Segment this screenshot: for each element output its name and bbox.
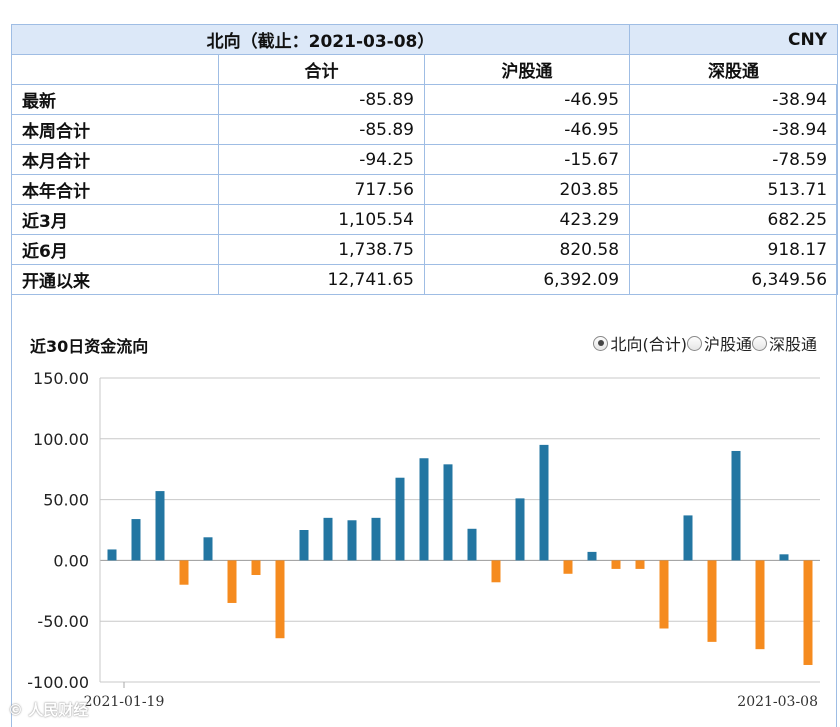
radio-label: 北向(合计)	[610, 335, 687, 354]
column-header-sh: 沪股通	[423, 54, 631, 85]
series-radio-group: 北向(合计) 沪股通 深股通	[593, 331, 817, 355]
table-row: 本月合计 -94.25 -15.67 -78.59	[11, 144, 839, 175]
bar	[467, 528, 477, 561]
cell-sh: -15.67	[423, 144, 631, 175]
bar	[155, 491, 165, 561]
cell-sz: 6,349.56	[629, 264, 839, 295]
cell-sh: 820.58	[423, 234, 631, 265]
bar	[203, 537, 213, 561]
cell-sz: 918.17	[629, 234, 839, 265]
bar	[131, 519, 141, 561]
column-header-row: 合计 沪股通 深股通	[11, 54, 839, 85]
column-header-sz: 深股通	[629, 54, 839, 85]
cell-total: 1,105.54	[218, 204, 425, 235]
table-row: 本周合计 -85.89 -46.95 -38.94	[11, 114, 839, 145]
bar	[635, 560, 645, 569]
bar	[275, 560, 285, 639]
bar	[347, 520, 357, 561]
north-flow-table: 北向（截止：2021-03-08） CNY 合计 沪股通 深股通 最新 -85.…	[10, 24, 839, 295]
radio-sh-connect[interactable]: 沪股通	[686, 331, 752, 355]
row-label: 本周合计	[11, 114, 219, 145]
row-label: 开通以来	[11, 264, 219, 295]
cell-total: 717.56	[218, 174, 425, 205]
fund-flow-bar-chart: 150.00 100.00 50.00 0.00 -50.00 -100.00 2021-0…	[27, 369, 820, 710]
table-row: 本年合计 717.56 203.85 513.71	[11, 174, 839, 205]
y-tick-label: -50.00	[37, 612, 89, 631]
row-label: 本月合计	[11, 144, 219, 175]
radio-unselected-icon[interactable]	[686, 335, 702, 351]
radio-sz-connect[interactable]: 深股通	[751, 331, 817, 355]
cell-sz: -38.94	[629, 84, 839, 115]
cell-sz: 513.71	[629, 174, 839, 205]
column-header-blank	[11, 54, 219, 85]
radio-unselected-icon[interactable]	[751, 335, 767, 351]
bar	[323, 517, 333, 561]
currency-label: CNY	[629, 24, 839, 55]
bar	[179, 560, 189, 585]
table-row: 近3月 1,105.54 423.29 682.25	[11, 204, 839, 235]
bar	[251, 560, 261, 575]
table-row: 近6月 1,738.75 820.58 918.17	[11, 234, 839, 265]
chart-title: 近30日资金流向	[30, 337, 149, 356]
y-tick-label: -100.00	[27, 673, 89, 692]
bar	[803, 560, 813, 665]
cell-sh: -46.95	[423, 84, 631, 115]
cell-total: -85.89	[218, 84, 425, 115]
row-label: 近3月	[11, 204, 219, 235]
bar	[779, 554, 789, 561]
bar	[395, 477, 405, 561]
watermark: © 人民财经	[8, 701, 89, 719]
cell-sz: -38.94	[629, 114, 839, 145]
cell-total: -85.89	[218, 114, 425, 145]
bar	[587, 551, 597, 561]
column-header-total: 合计	[218, 54, 425, 85]
bar	[659, 560, 669, 629]
radio-label: 深股通	[768, 335, 817, 354]
cell-total: 12,741.65	[218, 264, 425, 295]
bar	[227, 560, 237, 603]
table-row: 最新 -85.89 -46.95 -38.94	[11, 84, 839, 115]
bar	[491, 560, 501, 583]
x-start-label: 2021-01-19	[84, 694, 165, 710]
bar	[707, 560, 717, 642]
bar	[683, 515, 693, 561]
cell-sh: 203.85	[423, 174, 631, 205]
bar	[419, 458, 429, 561]
cell-total: -94.25	[218, 144, 425, 175]
x-end-label: 2021-03-08	[737, 694, 818, 710]
bar	[539, 444, 549, 561]
radio-label: 沪股通	[703, 335, 752, 354]
cell-total: 1,738.75	[218, 234, 425, 265]
table-header-row: 北向（截止：2021-03-08） CNY	[10, 24, 839, 55]
y-tick-label: 100.00	[33, 430, 89, 449]
y-tick-label: 50.00	[43, 491, 89, 510]
cell-sz: -78.59	[629, 144, 839, 175]
bar	[515, 498, 525, 561]
row-label: 最新	[11, 84, 219, 115]
cell-sz: 682.25	[629, 204, 839, 235]
bar	[299, 530, 309, 561]
row-label: 本年合计	[11, 174, 219, 205]
table-row: 开通以来 12,741.65 6,392.09 6,349.56	[11, 264, 839, 295]
bar	[443, 464, 453, 561]
radio-selected-icon[interactable]	[593, 335, 609, 351]
bar	[371, 517, 381, 561]
y-tick-label: 150.00	[33, 369, 89, 388]
bar	[107, 549, 117, 561]
table-title: 北向（截止：2021-03-08）	[10, 24, 631, 55]
bar	[755, 560, 765, 650]
cell-sh: 423.29	[423, 204, 631, 235]
cell-sh: 6,392.09	[423, 264, 631, 295]
cell-sh: -46.95	[423, 114, 631, 145]
row-label: 近6月	[11, 234, 219, 265]
bar	[731, 450, 741, 561]
bar	[611, 560, 621, 569]
radio-north-total[interactable]: 北向(合计)	[593, 331, 687, 355]
y-tick-label: 0.00	[53, 551, 89, 570]
bar	[563, 560, 573, 574]
